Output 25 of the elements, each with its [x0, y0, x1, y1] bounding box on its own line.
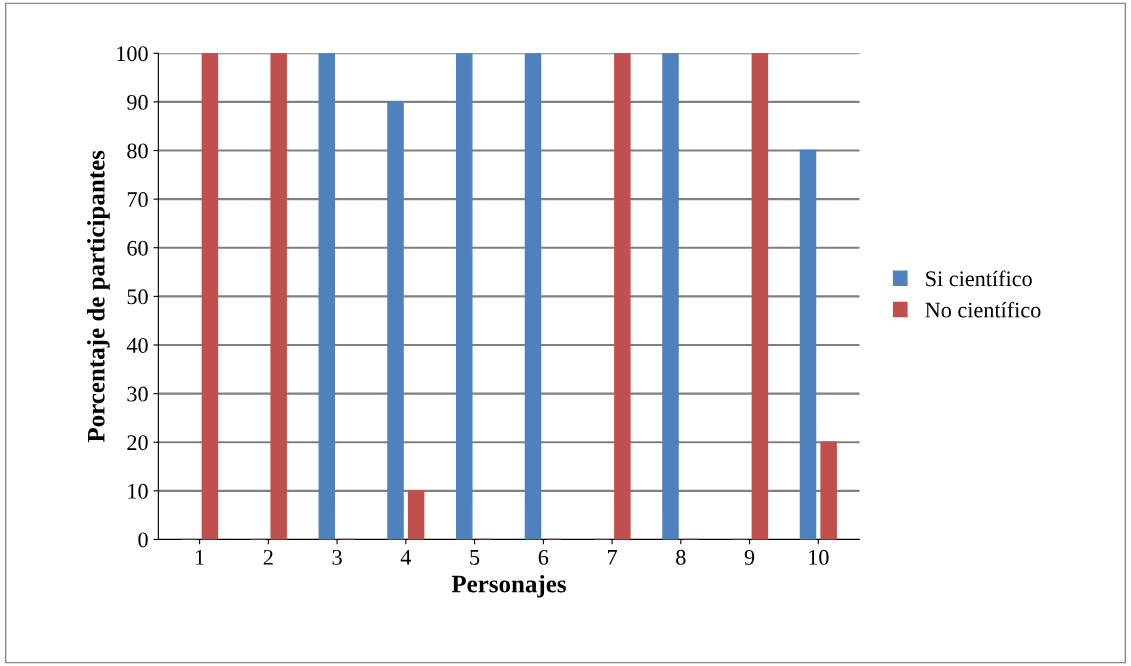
y-tick-label: 100 — [117, 46, 148, 62]
x-tick-label: 5 — [470, 550, 480, 565]
y-tick-label: 0 — [138, 532, 148, 548]
y-tick-label: 30 — [127, 386, 148, 402]
y-axis-title: Porcentaje de participantes — [87, 150, 110, 443]
y-tick-label: 50 — [127, 289, 148, 305]
x-tick-label: 6 — [538, 549, 549, 565]
legend-label: Si científico — [926, 270, 1032, 287]
x-tick-label: 4 — [400, 549, 412, 565]
x-axis-title: Personajes — [451, 574, 566, 598]
y-tick-label: 70 — [127, 192, 148, 208]
x-tick-label: 2 — [263, 549, 273, 565]
x-tick-label: 10 — [809, 549, 829, 565]
x-tick-label: 3 — [332, 549, 342, 565]
x-tick-label: 7 — [607, 550, 617, 565]
y-tick-label: 90 — [127, 94, 148, 110]
x-tick-label: 1 — [195, 549, 204, 565]
y-tick-label: 60 — [127, 240, 148, 256]
legend-label: No científico — [925, 301, 1041, 318]
x-tick-label: 8 — [676, 549, 686, 565]
y-tick-label: 40 — [126, 337, 148, 353]
y-tick-label: 10 — [128, 483, 148, 499]
y-tick-label: 80 — [127, 143, 148, 159]
x-tick-label: 9 — [744, 549, 755, 565]
y-tick-label: 20 — [127, 435, 148, 451]
